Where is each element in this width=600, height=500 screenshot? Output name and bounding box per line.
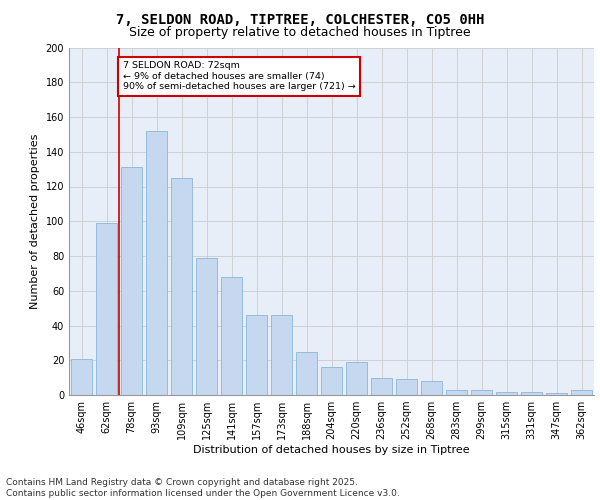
Bar <box>221 277 242 395</box>
Text: 7, SELDON ROAD, TIPTREE, COLCHESTER, CO5 0HH: 7, SELDON ROAD, TIPTREE, COLCHESTER, CO5… <box>116 12 484 26</box>
Bar <box>446 390 467 395</box>
Bar <box>246 315 267 395</box>
Bar <box>371 378 392 395</box>
Bar <box>171 178 192 395</box>
Bar <box>496 392 517 395</box>
Bar <box>121 168 142 395</box>
Bar <box>321 367 342 395</box>
Bar <box>296 352 317 395</box>
Bar <box>471 390 492 395</box>
Bar <box>396 380 417 395</box>
Bar <box>571 390 592 395</box>
X-axis label: Distribution of detached houses by size in Tiptree: Distribution of detached houses by size … <box>193 445 470 455</box>
Bar <box>421 381 442 395</box>
Text: Contains HM Land Registry data © Crown copyright and database right 2025.
Contai: Contains HM Land Registry data © Crown c… <box>6 478 400 498</box>
Bar <box>521 392 542 395</box>
Bar <box>346 362 367 395</box>
Bar <box>546 394 567 395</box>
Text: 7 SELDON ROAD: 72sqm
← 9% of detached houses are smaller (74)
90% of semi-detach: 7 SELDON ROAD: 72sqm ← 9% of detached ho… <box>123 62 355 91</box>
Bar <box>196 258 217 395</box>
Bar <box>146 131 167 395</box>
Bar <box>96 223 117 395</box>
Y-axis label: Number of detached properties: Number of detached properties <box>30 134 40 309</box>
Bar <box>71 358 92 395</box>
Bar <box>271 315 292 395</box>
Text: Size of property relative to detached houses in Tiptree: Size of property relative to detached ho… <box>129 26 471 39</box>
